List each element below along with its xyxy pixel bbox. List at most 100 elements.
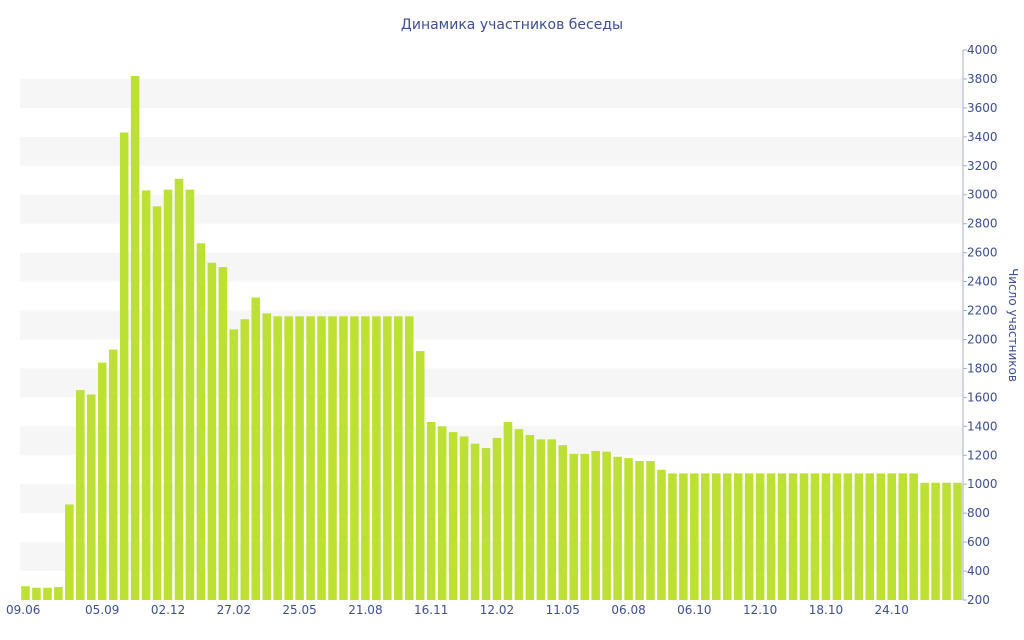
bar <box>426 421 436 600</box>
bar <box>492 437 502 600</box>
y-tick-label: 1000 <box>967 477 998 491</box>
bar <box>591 450 600 600</box>
y-tick-label: 3400 <box>967 130 998 144</box>
bar <box>821 473 831 600</box>
x-tick-label: 24.10 <box>875 603 909 617</box>
y-tick-label: 2400 <box>967 275 998 289</box>
y-tick-label: 1200 <box>967 448 998 462</box>
bar-series <box>21 76 962 601</box>
bar <box>832 473 842 600</box>
x-tick-label: 25.05 <box>282 603 316 617</box>
bar <box>383 316 392 600</box>
y-tick-label: 3000 <box>967 188 998 202</box>
bar <box>262 313 271 600</box>
bar <box>372 316 381 600</box>
bar <box>185 189 195 601</box>
bar <box>503 421 513 600</box>
bar <box>284 316 293 600</box>
x-tick-label: 27.02 <box>217 603 251 617</box>
bar <box>481 448 491 600</box>
bar <box>470 443 480 600</box>
bar <box>602 451 611 600</box>
bar <box>898 473 907 600</box>
bar <box>65 504 74 600</box>
bar <box>799 473 809 600</box>
bar <box>218 267 228 600</box>
bar <box>229 329 239 600</box>
y-tick-label: 2200 <box>967 304 998 318</box>
bar <box>920 482 929 600</box>
bar <box>558 445 568 600</box>
bar <box>317 316 326 600</box>
bar <box>668 473 677 600</box>
bar <box>887 473 896 600</box>
y-tick-label: 1600 <box>967 390 998 404</box>
x-tick-label: 11.05 <box>546 603 580 617</box>
x-tick-label: 02.12 <box>151 603 185 617</box>
bar <box>712 473 721 600</box>
bar <box>119 132 129 600</box>
bar <box>21 586 30 600</box>
y-tick-label: 600 <box>967 535 990 549</box>
bar <box>207 262 217 600</box>
bar <box>580 453 589 600</box>
x-tick-label: 09.06 <box>6 603 40 617</box>
y-tick-label: 2000 <box>967 332 998 346</box>
x-tick-label: 12.10 <box>743 603 777 617</box>
bar <box>97 362 107 600</box>
y-tick-label: 1400 <box>967 419 998 433</box>
x-tick-label: 12.02 <box>480 603 514 617</box>
bar <box>76 390 85 600</box>
y-tick-label: 400 <box>967 564 990 578</box>
bar <box>306 316 315 600</box>
bar <box>624 458 633 600</box>
bar <box>152 206 162 600</box>
bar <box>810 473 820 600</box>
bar <box>909 473 918 600</box>
y-tick-label: 3200 <box>967 159 998 173</box>
x-tick-label: 06.10 <box>677 603 711 617</box>
y-axis-ticks: 200 400 600 800 1000 1200 1400 1600 1800 2000 2200… <box>962 43 998 607</box>
bar <box>514 429 524 600</box>
grid-bands <box>20 78 963 572</box>
grid-band <box>20 426 963 456</box>
grid-band <box>20 484 963 514</box>
bar <box>876 473 886 600</box>
bar <box>459 436 469 600</box>
bar <box>350 316 359 600</box>
bar <box>547 439 557 600</box>
bar <box>339 316 348 600</box>
bar <box>843 473 853 600</box>
bar <box>525 435 535 600</box>
bar <box>130 76 140 601</box>
bar <box>415 351 425 600</box>
bar <box>733 473 743 600</box>
x-tick-label: 06.08 <box>611 603 645 617</box>
y-tick-label: 2600 <box>967 246 998 260</box>
bar <box>744 473 754 600</box>
grid-band <box>20 542 963 572</box>
bar <box>87 394 96 600</box>
bar <box>854 473 864 600</box>
x-tick-label: 21.08 <box>348 603 382 617</box>
bar <box>953 482 962 600</box>
bar <box>404 316 414 600</box>
bar <box>788 473 798 600</box>
y-axis-label: Число участников <box>1006 268 1020 382</box>
bar <box>163 189 173 601</box>
bar <box>240 319 250 600</box>
bar <box>701 473 710 600</box>
x-axis-ticks: 09.06 05.09 02.12 27.02 25.05 21.08 16.11 12.02… <box>6 603 909 617</box>
bar <box>635 461 644 600</box>
grid-band <box>20 252 963 282</box>
bar <box>273 316 282 600</box>
bar <box>174 178 184 600</box>
bar <box>437 426 447 600</box>
y-tick-label: 4000 <box>967 43 998 57</box>
x-tick-label: 16.11 <box>414 603 448 617</box>
grid-band <box>20 194 963 224</box>
bar <box>722 473 732 600</box>
bar <box>942 482 951 600</box>
y-tick-label: 3600 <box>967 101 998 115</box>
